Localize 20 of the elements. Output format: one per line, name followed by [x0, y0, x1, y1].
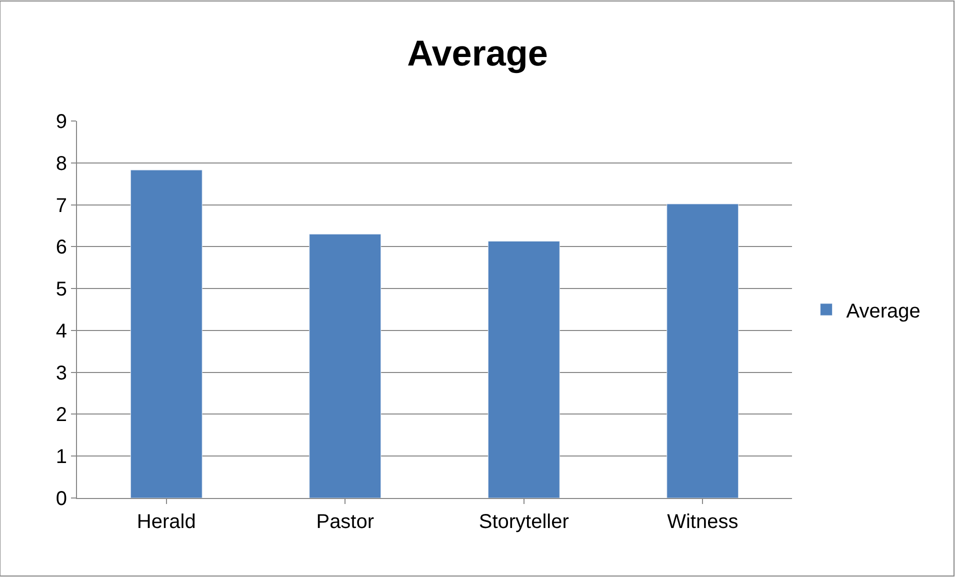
x-tick-label: Storyteller	[478, 511, 570, 533]
y-tick-label: 3	[56, 362, 67, 384]
bar	[130, 170, 202, 498]
y-tick-label: 1	[56, 446, 67, 468]
y-tick-label: 5	[56, 278, 67, 301]
y-tick-label: 8	[56, 152, 67, 175]
legend-label: Average	[846, 300, 920, 322]
y-tick-label: 7	[56, 194, 67, 217]
y-tick-label: 6	[56, 236, 67, 259]
bar	[488, 240, 560, 498]
x-tick-label: Witness	[667, 511, 738, 533]
chart-title: Average	[407, 32, 548, 74]
y-tick-label: 9	[56, 111, 67, 133]
y-tick-label: 0	[56, 488, 67, 510]
y-tick-label: 2	[56, 404, 67, 426]
bar	[309, 234, 382, 498]
x-tick-label: Pastor	[316, 511, 374, 533]
y-tick-label: 4	[56, 320, 67, 342]
bar	[666, 204, 739, 498]
x-tick-label: Herald	[136, 511, 196, 533]
